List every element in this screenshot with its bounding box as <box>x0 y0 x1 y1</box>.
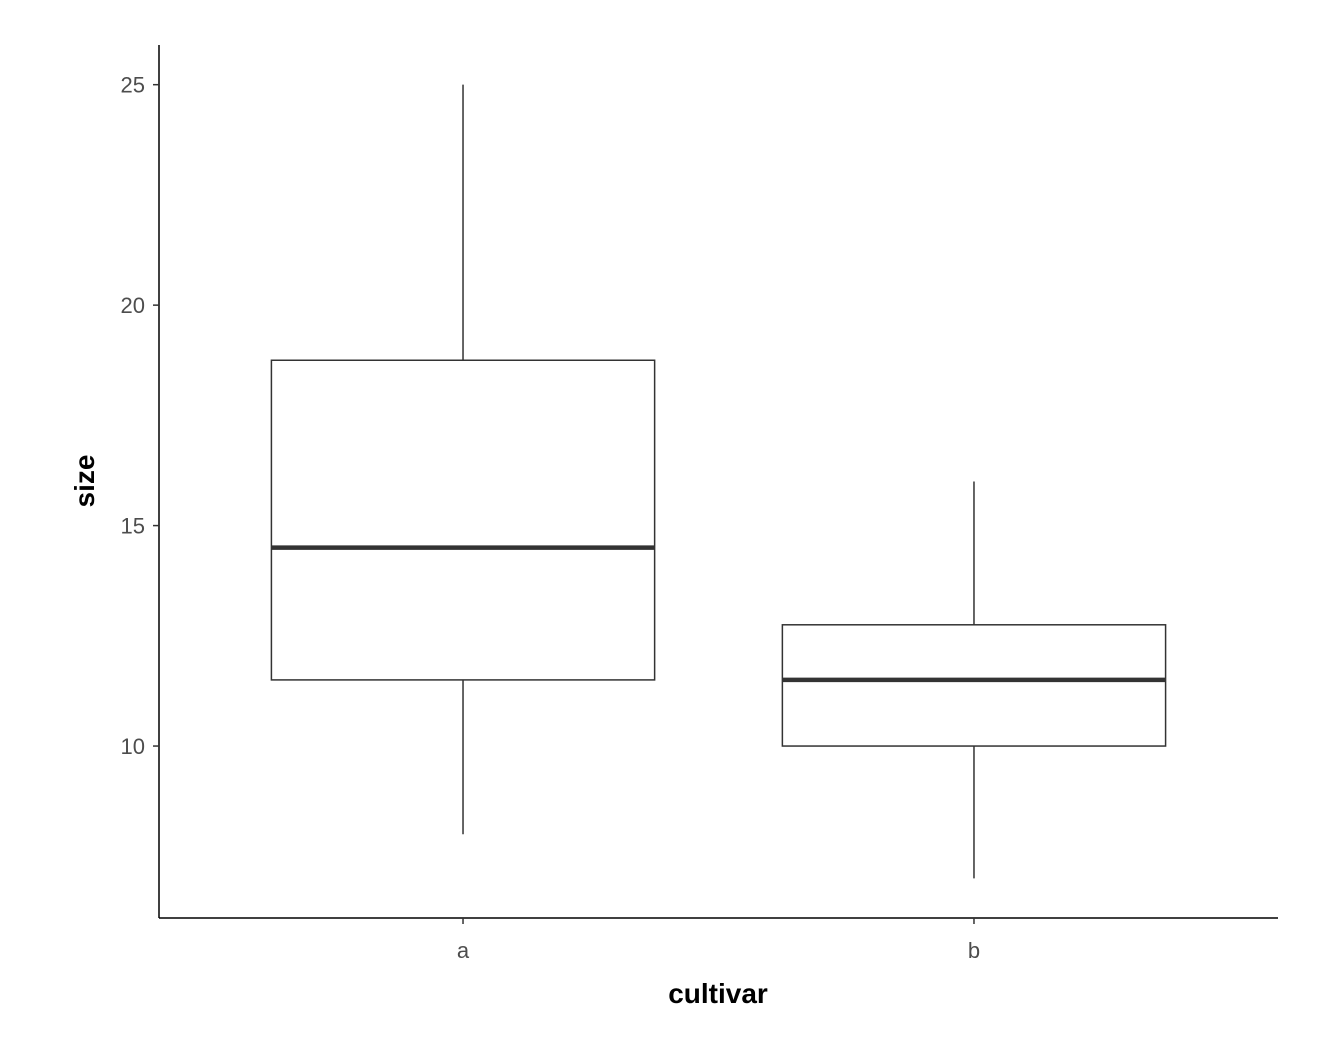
x-axis-title: cultivar <box>668 978 768 1009</box>
iqr-box <box>781 624 1167 747</box>
x-tick-label: b <box>968 938 980 963</box>
y-tick-label: 25 <box>121 73 145 98</box>
iqr-box <box>270 359 656 681</box>
y-tick-label: 20 <box>121 293 145 318</box>
x-tick-label: a <box>457 938 470 963</box>
y-axis-title: size <box>69 455 100 508</box>
box-a <box>270 84 656 835</box>
y-tick-label: 15 <box>121 514 145 539</box>
box-b <box>781 481 1167 879</box>
y-tick-label: 10 <box>121 734 145 759</box>
